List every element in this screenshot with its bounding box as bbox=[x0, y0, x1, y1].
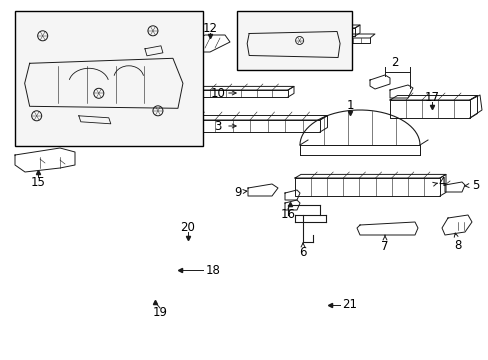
Text: 1: 1 bbox=[346, 99, 353, 112]
Text: 7: 7 bbox=[381, 239, 388, 252]
Text: 16: 16 bbox=[280, 207, 295, 220]
Text: 4: 4 bbox=[437, 176, 445, 189]
Bar bbox=[15, 11, 203, 146]
Text: 8: 8 bbox=[453, 239, 461, 252]
Text: 2: 2 bbox=[390, 55, 398, 68]
Text: 10: 10 bbox=[210, 86, 225, 99]
Text: 20: 20 bbox=[180, 220, 195, 234]
Text: 13: 13 bbox=[270, 14, 285, 27]
Text: 19: 19 bbox=[152, 306, 167, 319]
Text: 15: 15 bbox=[30, 176, 45, 189]
Text: 6: 6 bbox=[299, 246, 306, 258]
Text: 18: 18 bbox=[205, 264, 221, 276]
Text: 14: 14 bbox=[318, 12, 333, 24]
Text: 5: 5 bbox=[471, 179, 479, 192]
Text: 9: 9 bbox=[234, 185, 241, 198]
Text: 3: 3 bbox=[214, 120, 221, 132]
Text: 21: 21 bbox=[341, 298, 356, 311]
Text: 11: 11 bbox=[87, 62, 102, 75]
Text: 12: 12 bbox=[202, 22, 217, 35]
Bar bbox=[237, 11, 351, 70]
Text: 17: 17 bbox=[424, 90, 439, 104]
